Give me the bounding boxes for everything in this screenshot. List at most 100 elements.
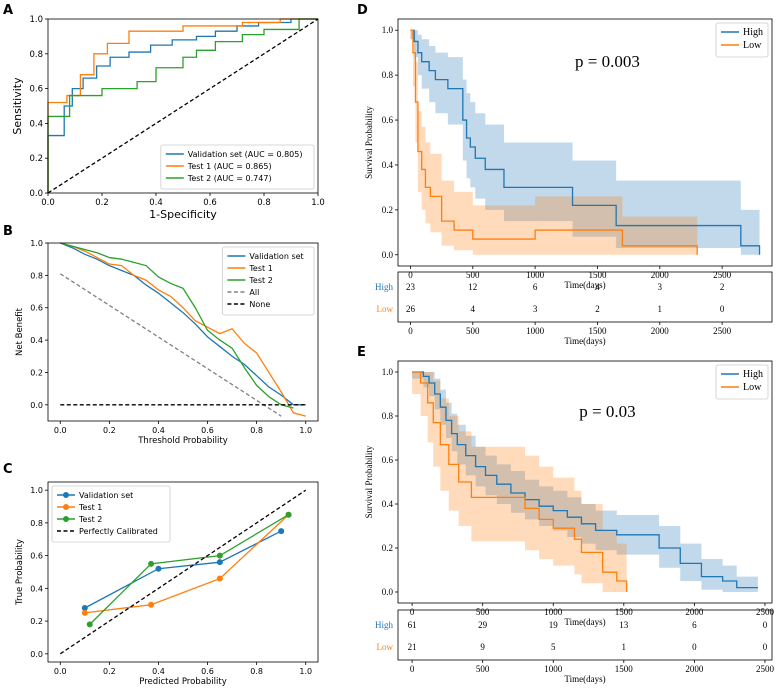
x-tick-label: 2500 <box>713 270 732 280</box>
x-tick-label: 2000 <box>651 270 670 280</box>
risk-x-tick-label: 0 <box>408 326 413 336</box>
data-point <box>86 621 93 628</box>
x-axis-label: 1-Specificity <box>149 208 217 221</box>
y-tick-label: 1.0 <box>29 15 43 25</box>
risk-x-tick-label: 2000 <box>685 664 704 674</box>
y-tick-label: 0.6 <box>29 85 43 95</box>
x-tick-label: 1000 <box>544 607 563 617</box>
legend-entry: None <box>249 300 270 309</box>
x-tick-label: 0 <box>408 270 413 280</box>
y-tick-label: 0.4 <box>382 499 394 509</box>
x-tick-label: 0.8 <box>257 198 271 208</box>
data-point <box>148 560 155 567</box>
risk-row-label: High <box>375 282 394 292</box>
panel-label-e: E <box>357 345 366 360</box>
risk-count: 0 <box>692 642 697 652</box>
x-tick-label: 0 <box>410 607 415 617</box>
panel-e-km: 0 500 1000 1500 2000 25000.00.20.40.60.81.0Ti… <box>364 360 774 684</box>
legend-entry: Test 1 (AUC = 0.865) <box>187 162 272 171</box>
data-point <box>81 609 88 616</box>
legend: Validation set (AUC = 0.805) Test 1 (AUC … <box>160 144 315 190</box>
legend-marker <box>63 504 69 510</box>
x-tick-label: 0.6 <box>201 667 214 676</box>
legend-entry: Test 1 <box>78 503 102 512</box>
y-tick-label: 1.0 <box>30 486 43 495</box>
y-tick-label: 0.6 <box>30 304 43 313</box>
legend: High Low <box>715 22 769 58</box>
series-line-test-1 <box>84 514 289 614</box>
risk-x-tick-label: 2500 <box>713 326 732 336</box>
y-tick-label: 0.0 <box>382 587 394 597</box>
y-tick-label: 0.8 <box>382 70 394 80</box>
y-tick-label: 1.0 <box>30 239 43 248</box>
plot-frame <box>47 481 319 663</box>
legend-entry: High <box>743 369 763 380</box>
risk-count: 3 <box>658 282 663 292</box>
x-tick-label: 0.2 <box>103 667 116 676</box>
y-tick-label: 0.2 <box>30 617 43 626</box>
y-tick-label: 0.6 <box>382 115 394 125</box>
legend-entry: Test 1 <box>248 264 272 273</box>
series-line-high <box>410 29 761 255</box>
y-axis-label: True Probability <box>15 539 25 606</box>
y-tick-label: 0.0 <box>30 401 43 410</box>
x-axis-label: Threshold Probability <box>137 436 228 446</box>
data-point <box>216 552 223 559</box>
legend-box <box>51 485 171 543</box>
risk-count: 23 <box>406 282 416 292</box>
legend-entry: Validation set (AUC = 0.805) <box>188 150 303 159</box>
x-tick-label: 0.0 <box>54 426 67 435</box>
risk-count: 29 <box>478 620 488 630</box>
risk-count: 61 <box>408 620 417 630</box>
risk-count: 5 <box>551 642 556 652</box>
legend-marker <box>63 516 69 522</box>
risk-x-tick-label: 0 <box>410 664 415 674</box>
risk-count: 6 <box>533 282 538 292</box>
risk-count: 0 <box>763 642 768 652</box>
risk-x-tick-label: 1000 <box>544 664 563 674</box>
series-line-test-1 <box>60 242 306 417</box>
legend-marker <box>63 492 69 498</box>
y-tick-label: 0.8 <box>30 519 43 528</box>
x-tick-label: 1.0 <box>299 667 312 676</box>
x-axis-label: Time(days) <box>564 280 605 290</box>
y-tick-label: 1.0 <box>382 25 394 35</box>
legend-entry: Perfectly Calibrated <box>79 527 158 536</box>
legend-entry: Test 2 (AUC = 0.747) <box>187 174 272 183</box>
ci-band-low <box>410 30 698 255</box>
legend-entry: Validation set <box>249 252 303 261</box>
risk-count: 4 <box>595 282 600 292</box>
data-point <box>155 565 162 572</box>
x-axis-label: Time(days) <box>564 617 605 627</box>
risk-count: 13 <box>619 620 629 630</box>
legend: Validation set Test 1 Test 2 All None <box>221 246 315 316</box>
panel-b-decision-curve: 0.0 0.2 0.4 0.6 0.8 1.0 0.0 0.2 0.4 0.6 0.8 1.0 Thre… <box>15 239 319 446</box>
series-line-low <box>412 371 628 592</box>
y-tick-label: 0.6 <box>30 552 43 561</box>
y-tick-label: 0.0 <box>29 189 43 199</box>
x-tick-label: 500 <box>476 607 490 617</box>
y-tick-label: 0.8 <box>29 50 43 60</box>
y-tick-label: 0.8 <box>30 271 43 280</box>
x-tick-label: 0.4 <box>149 198 163 208</box>
y-tick-label: 0.4 <box>29 119 43 129</box>
y-tick-label: 0.2 <box>382 543 393 553</box>
risk-x-tick-label: 1000 <box>526 326 545 336</box>
risk-count: 12 <box>468 282 477 292</box>
x-tick-label: 0.0 <box>41 198 55 208</box>
risk-count: 26 <box>406 304 416 314</box>
ci-band-high <box>410 30 760 255</box>
y-tick-label: 0.4 <box>382 160 394 170</box>
panel-label-a: A <box>3 3 13 18</box>
x-tick-label: 0.2 <box>95 198 109 208</box>
legend-entry: Low <box>743 40 762 51</box>
risk-x-tick-label: 2000 <box>651 326 670 336</box>
legend-entry: Validation set <box>79 491 133 500</box>
series-line-perfectly-calibrated <box>59 489 307 655</box>
risk-x-axis-label: Time(days) <box>564 674 605 684</box>
panel-label-d: D <box>357 3 368 18</box>
risk-count: 21 <box>408 642 417 652</box>
legend-box <box>221 246 315 316</box>
x-tick-label: 0.6 <box>203 198 217 208</box>
legend: Validation set Test 1 Test 2 Perfectly Cali… <box>51 485 171 543</box>
